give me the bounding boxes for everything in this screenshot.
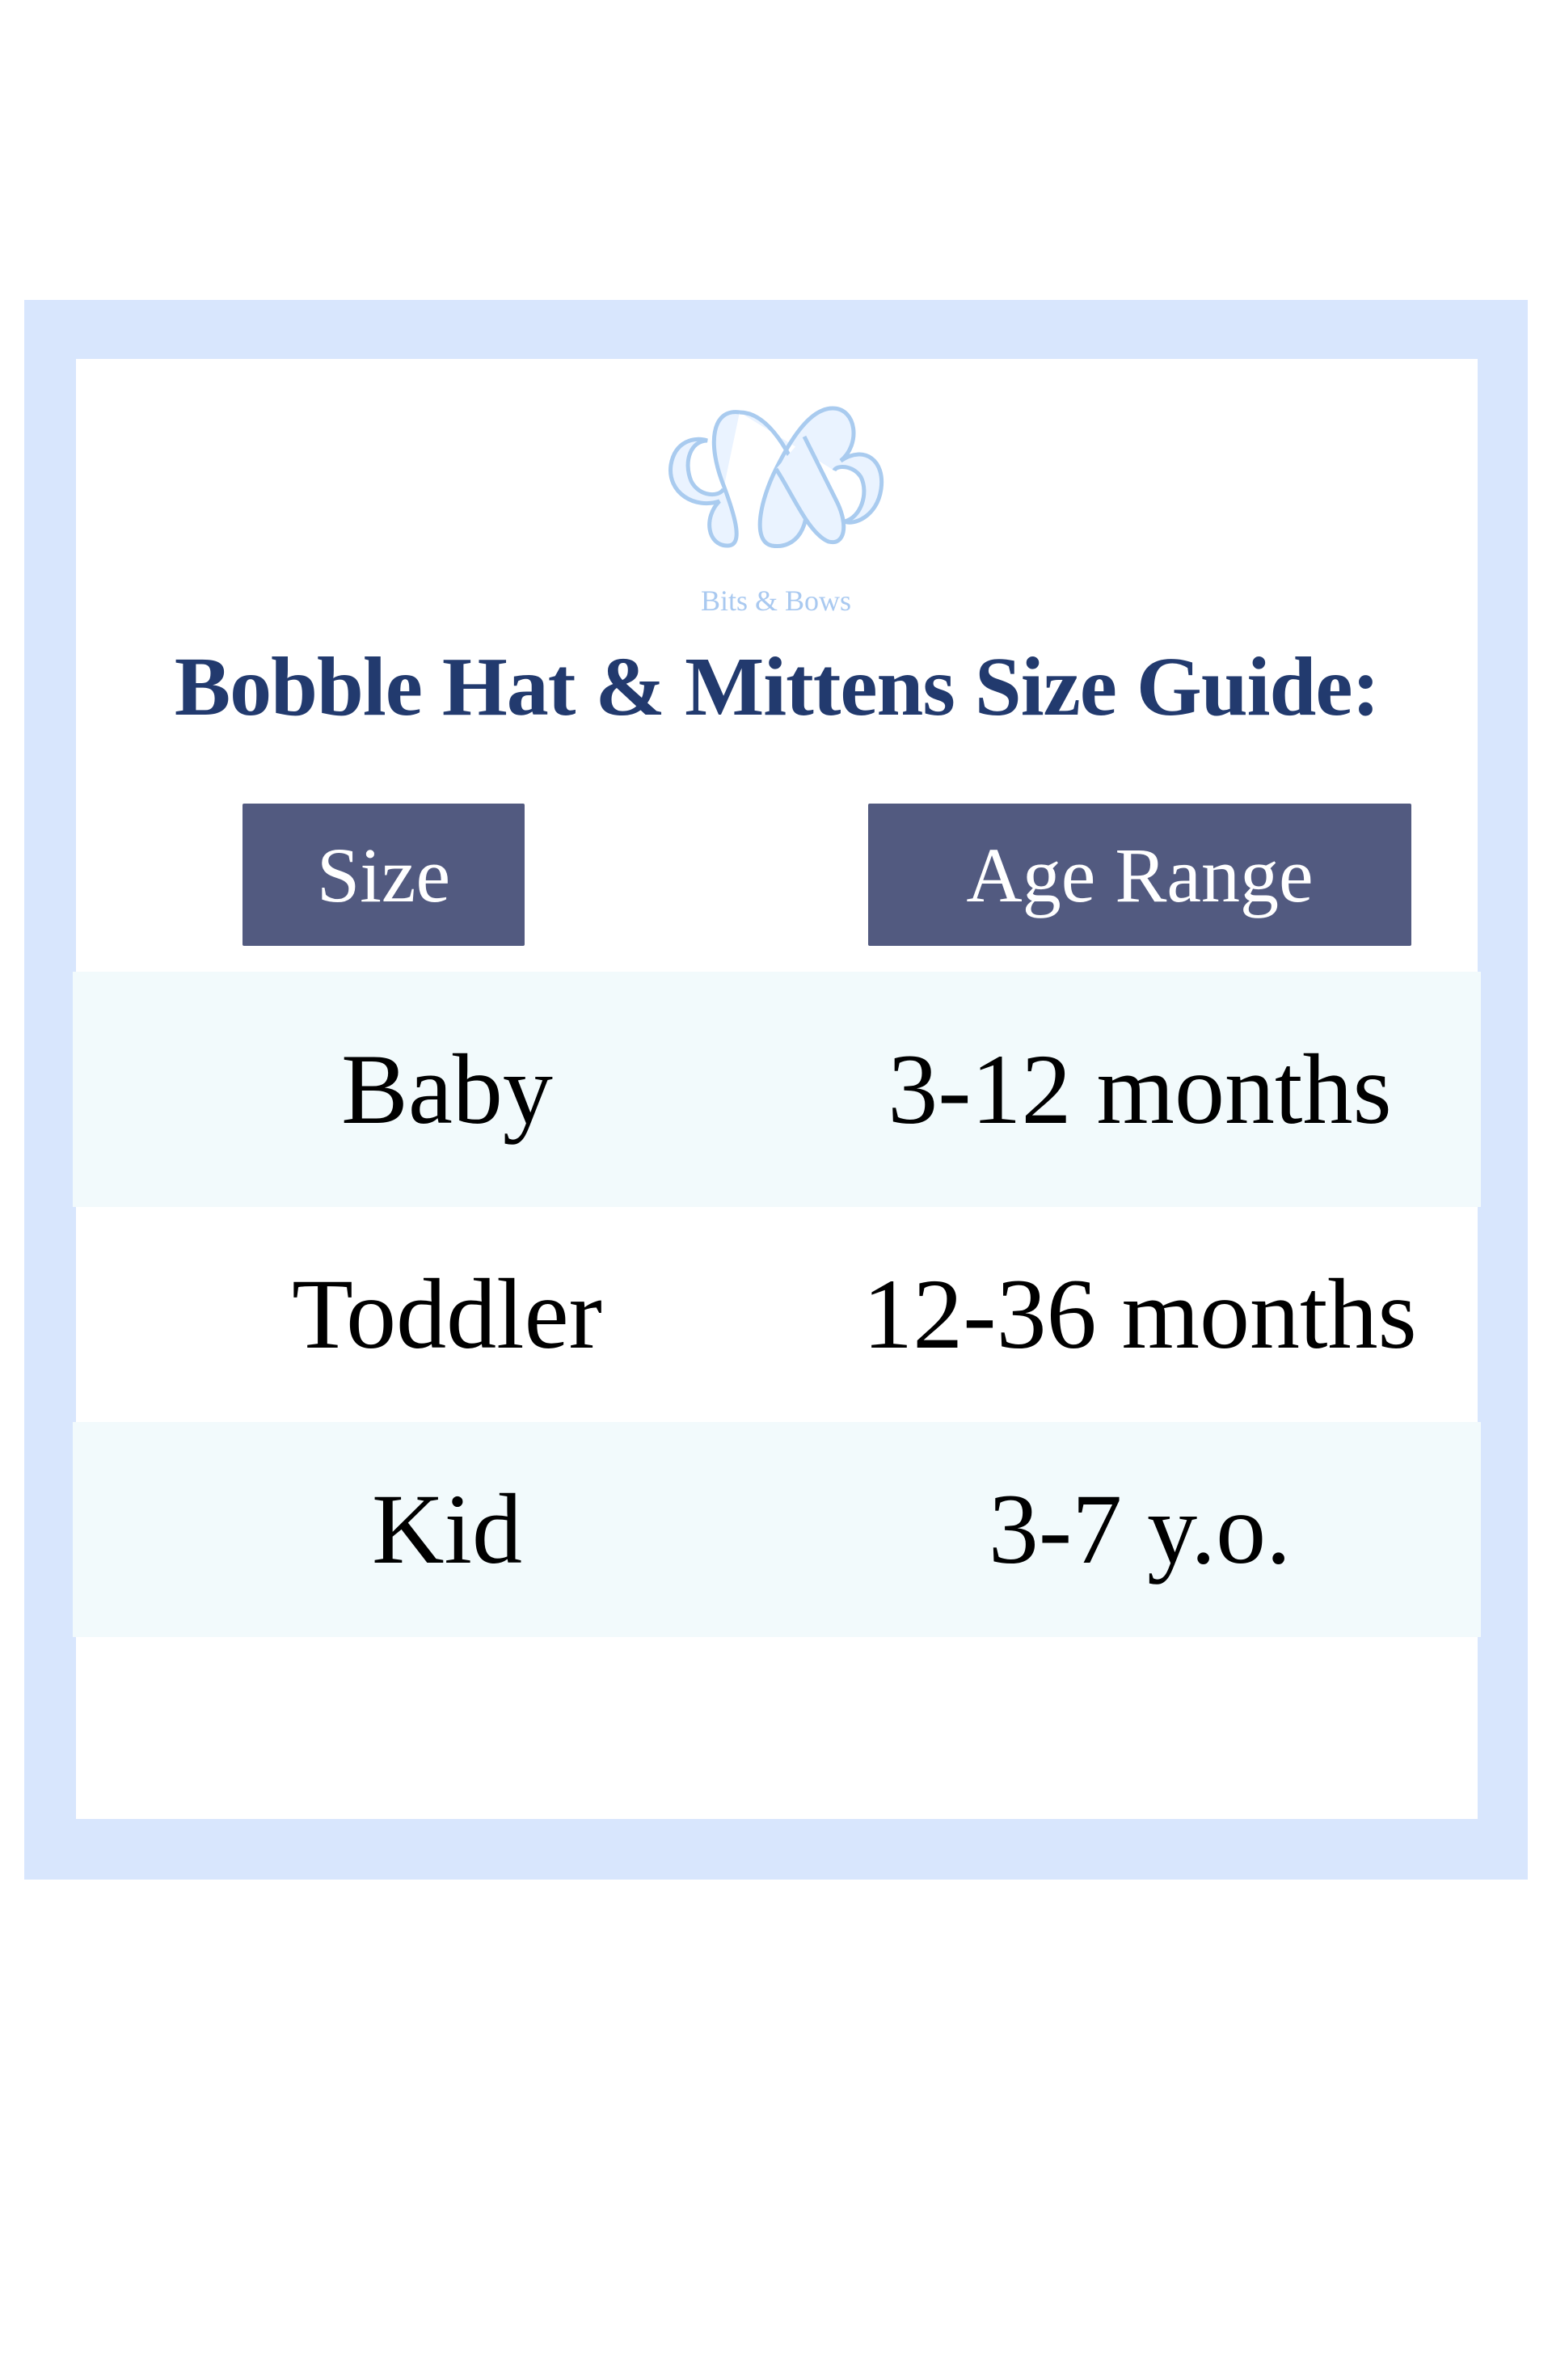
bb-monogram-logo-icon	[668, 406, 884, 549]
age-cell: 12-36 months	[862, 1259, 1417, 1369]
size-cell: Toddler	[292, 1259, 602, 1369]
brand-name: Bits & Bows	[700, 584, 852, 617]
age-cell: 3-12 months	[888, 1033, 1392, 1145]
size-cell: Kid	[372, 1474, 522, 1585]
header-size: Size	[242, 804, 525, 946]
table-row: Kid 3-7 y.o.	[73, 1422, 1481, 1637]
header-age-range: Age Range	[868, 804, 1411, 946]
age-cell: 3-7 y.o.	[988, 1474, 1292, 1585]
size-cell: Baby	[341, 1033, 553, 1145]
page-title: Bobble Hat & Mittens Size Guide:	[174, 640, 1380, 733]
table-row: Toddler 12-36 months	[73, 1207, 1481, 1422]
table-row: Baby 3-12 months	[73, 972, 1481, 1207]
